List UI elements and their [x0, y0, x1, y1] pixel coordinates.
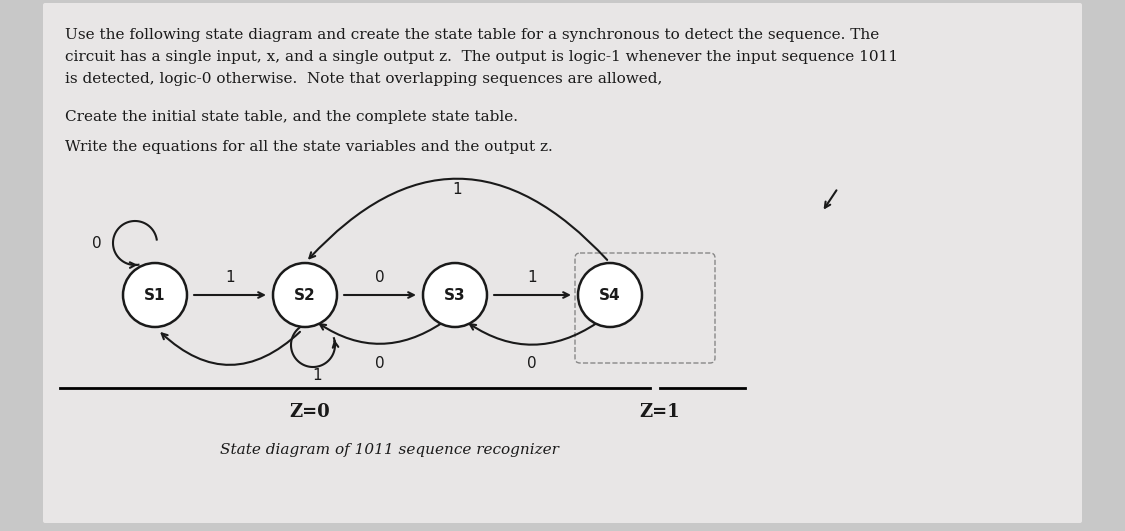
FancyBboxPatch shape: [43, 3, 1082, 523]
Text: 0: 0: [376, 355, 385, 371]
Text: Z=1: Z=1: [640, 403, 681, 421]
Text: 1: 1: [528, 270, 537, 285]
Text: 1: 1: [452, 183, 462, 198]
Text: 1: 1: [225, 270, 235, 285]
Text: S4: S4: [600, 287, 621, 303]
Text: State diagram of 1011 sequence recognizer: State diagram of 1011 sequence recognize…: [220, 443, 559, 457]
Text: Write the equations for all the state variables and the output z.: Write the equations for all the state va…: [65, 140, 552, 154]
Text: S3: S3: [444, 287, 466, 303]
Text: 0: 0: [528, 355, 537, 371]
Text: circuit has a single input, x, and a single output z.  The output is logic-1 whe: circuit has a single input, x, and a sin…: [65, 50, 898, 64]
Text: Create the initial state table, and the complete state table.: Create the initial state table, and the …: [65, 110, 518, 124]
Text: is detected, logic-0 otherwise.  Note that overlapping sequences are allowed,: is detected, logic-0 otherwise. Note tha…: [65, 72, 663, 86]
Text: 1: 1: [313, 367, 322, 382]
Text: S1: S1: [144, 287, 165, 303]
Text: Use the following state diagram and create the state table for a synchronous to : Use the following state diagram and crea…: [65, 28, 880, 42]
Text: 0: 0: [376, 270, 385, 285]
Circle shape: [273, 263, 338, 327]
Circle shape: [423, 263, 487, 327]
Circle shape: [578, 263, 642, 327]
Text: S2: S2: [294, 287, 316, 303]
Circle shape: [123, 263, 187, 327]
Text: Z=0: Z=0: [289, 403, 331, 421]
Text: 0: 0: [92, 236, 102, 251]
